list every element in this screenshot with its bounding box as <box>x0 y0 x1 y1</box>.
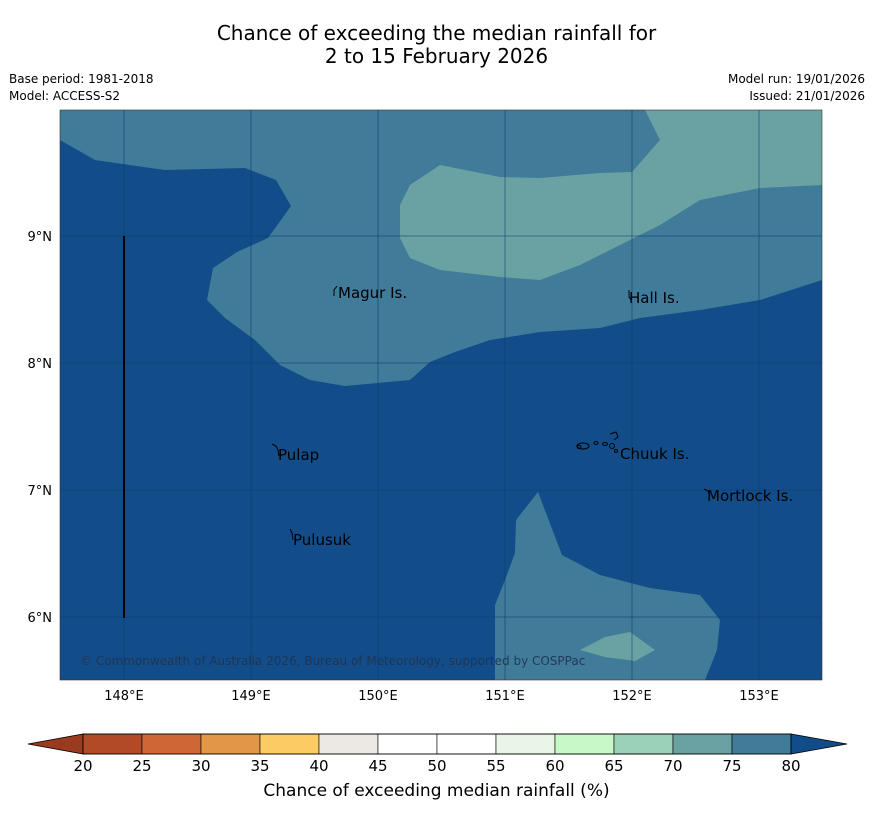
colorbar-bin-45-50 <box>377 733 438 755</box>
colorbar-bin-65-70 <box>613 733 674 755</box>
map-fill-layer <box>60 110 822 680</box>
colorbar-tick-60: 60 <box>545 757 564 775</box>
island-pulusuk <box>289 528 294 541</box>
region-75-80-south <box>495 492 720 680</box>
colorbar-tick-65: 65 <box>604 757 623 775</box>
colorbar-bin-25-30 <box>141 733 202 755</box>
island-magur <box>333 285 338 296</box>
colorbar-bin-75-80 <box>731 733 792 755</box>
place-label-mortlock: Mortlock Is. <box>707 487 793 505</box>
colorbar-tick-80: 80 <box>781 757 800 775</box>
colorbar-bin-50-55 <box>436 733 497 755</box>
colorbar-bin-40-45 <box>318 733 379 755</box>
map-title: Chance of exceeding the median rainfall … <box>0 22 873 68</box>
lat-label-9n: 9°N <box>28 230 53 245</box>
colorbar-tick-45: 45 <box>368 757 387 775</box>
model-name: Model: ACCESS-S2 <box>9 89 121 103</box>
colorbar-tick-55: 55 <box>486 757 505 775</box>
colorbar-under-arrow <box>27 733 84 755</box>
colorbar-bin-20-25 <box>82 733 143 755</box>
lon-label-148e: 148°E <box>104 689 144 704</box>
copyright-notice: © Commonwealth of Australia 2026, Bureau… <box>80 654 585 668</box>
colorbar-bin-30-35 <box>200 733 261 755</box>
lat-label-7n: 7°N <box>28 484 53 499</box>
model-run: Model run: 19/01/2026 <box>727 72 865 86</box>
region-70-75-south <box>580 632 655 661</box>
colorbar-bin-60-65 <box>554 733 615 755</box>
title-line-1: Chance of exceeding the median rainfall … <box>216 21 657 45</box>
colorbar-tick-30: 30 <box>191 757 210 775</box>
colorbar-bin-55-60 <box>495 733 556 755</box>
island-hall <box>628 290 632 301</box>
colorbar-bin-35-40 <box>259 733 320 755</box>
meta-left: Base period: 1981-2018 Model: ACCESS-S2 <box>9 71 154 105</box>
place-labels: Magur Is. Hall Is. Pulap Chuuk Is. Mortl… <box>278 284 793 549</box>
island-outlines <box>271 285 711 541</box>
lon-label-153e: 153°E <box>739 689 779 704</box>
base-period: Base period: 1981-2018 <box>9 72 154 86</box>
colorbar-label: Chance of exceeding median rainfall (%) <box>263 781 610 801</box>
place-label-pulap: Pulap <box>278 446 319 464</box>
lon-label-149e: 149°E <box>231 689 271 704</box>
island-mortlock <box>703 488 711 497</box>
colorbar-tick-40: 40 <box>309 757 328 775</box>
colorbar-bin-70-75 <box>672 733 733 755</box>
place-label-hall: Hall Is. <box>629 289 680 307</box>
issued-date: Issued: 21/01/2026 <box>749 89 865 103</box>
latitude-axis: 9°N 8°N 7°N 6°N <box>28 230 53 626</box>
colorbar-tick-25: 25 <box>132 757 151 775</box>
lat-label-8n: 8°N <box>28 357 53 372</box>
lat-label-6n: 6°N <box>28 611 53 626</box>
place-label-pulusuk: Pulusuk <box>293 531 351 549</box>
colorbar-bins <box>82 733 792 755</box>
place-label-magur: Magur Is. <box>338 284 407 302</box>
longitude-axis: 148°E 149°E 150°E 151°E 152°E 153°E <box>104 689 779 704</box>
title-line-2: 2 to 15 February 2026 <box>324 44 549 68</box>
colorbar-tick-75: 75 <box>722 757 741 775</box>
colorbar-tick-20: 20 <box>73 757 92 775</box>
colorbar-tick-50: 50 <box>427 757 446 775</box>
lon-label-150e: 150°E <box>358 689 398 704</box>
colorbar-tick-labels: 20 25 30 35 40 45 50 55 60 65 70 75 80 <box>73 757 800 775</box>
region-70-75-north-east <box>400 110 822 280</box>
colorbar-tick-35: 35 <box>250 757 269 775</box>
lon-label-151e: 151°E <box>485 689 525 704</box>
island-pulap <box>271 443 280 457</box>
meta-right: Model run: 19/01/2026 Issued: 21/01/2026 <box>728 71 865 105</box>
place-label-chuuk: Chuuk Is. <box>620 445 689 463</box>
map-frame <box>59 109 823 681</box>
colorbar: 20 25 30 35 40 45 50 55 60 65 70 75 80 <box>27 733 848 775</box>
colorbar-frame <box>82 733 792 755</box>
colorbar-tick-70: 70 <box>663 757 682 775</box>
island-chuuk-lagoon <box>576 431 619 453</box>
lon-label-152e: 152°E <box>612 689 652 704</box>
colorbar-over-arrow <box>790 733 848 755</box>
